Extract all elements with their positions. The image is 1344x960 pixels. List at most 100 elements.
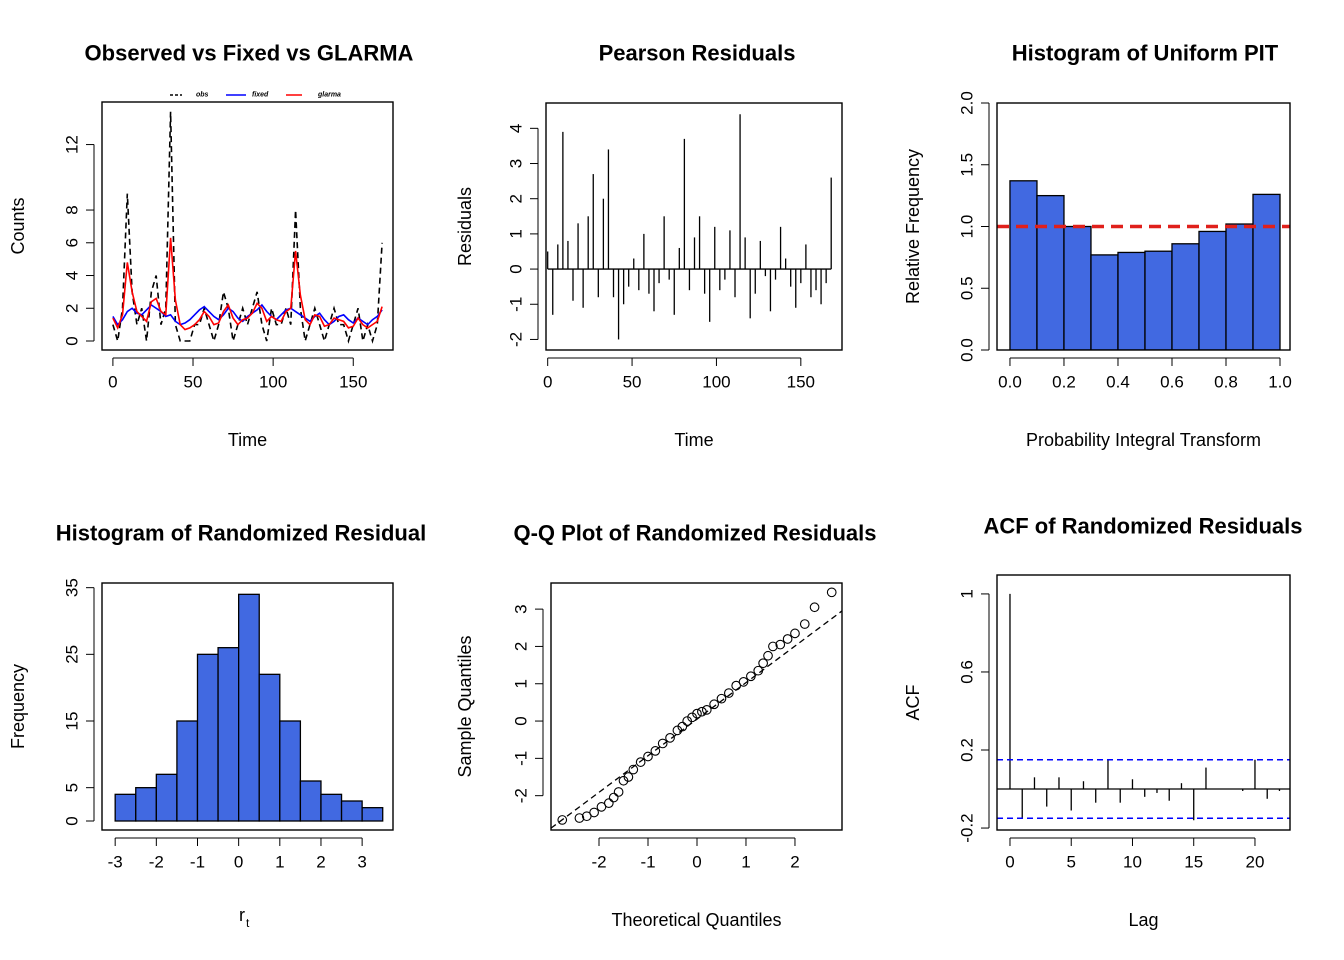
x-tick-label: -1 <box>640 853 655 872</box>
y-tick-label: 4 <box>63 271 82 280</box>
y-tick-label: 35 <box>63 578 82 597</box>
y-tick-label: 6 <box>63 238 82 247</box>
point <box>738 677 749 687</box>
point <box>589 807 599 818</box>
y-tick-label: 1 <box>958 589 977 598</box>
point <box>677 721 688 732</box>
x-axis-label: Lag <box>1128 910 1158 930</box>
point <box>790 628 800 639</box>
bar <box>238 593 260 822</box>
bar <box>1090 254 1119 350</box>
plot-area <box>114 593 384 822</box>
point <box>763 650 773 661</box>
x-tick-label: -3 <box>108 853 123 872</box>
point <box>623 772 634 782</box>
bar <box>176 720 199 822</box>
point <box>635 757 646 767</box>
bar <box>1225 223 1254 350</box>
point <box>758 658 768 669</box>
point <box>574 813 585 823</box>
chart-title: Histogram of Uniform PIT <box>1012 41 1279 66</box>
chart-title: Observed vs Fixed vs GLARMA <box>85 41 414 66</box>
point <box>657 738 668 749</box>
bar <box>196 653 219 822</box>
bar <box>1252 193 1281 350</box>
y-tick-label: 2 <box>512 642 531 651</box>
y-tick-label: 1.0 <box>958 215 977 239</box>
point <box>716 693 727 704</box>
bar <box>299 780 322 822</box>
y-tick-label: -1 <box>512 751 531 766</box>
x-tick-label: -2 <box>591 853 606 872</box>
x-tick-label: 0.0 <box>998 373 1022 392</box>
plot-frame <box>996 102 1291 351</box>
y-tick-label: -2 <box>507 332 526 347</box>
y-tick-label: -1 <box>507 297 526 312</box>
chart-title: Pearson Residuals <box>599 41 796 66</box>
y-tick-label: -0.2 <box>958 813 977 842</box>
x-tick-label: 0 <box>234 853 243 872</box>
x-tick-label: 1 <box>275 853 284 872</box>
panel: ACF of Randomized Residuals Lag ACF 0 5 10 15 2… <box>903 514 1303 931</box>
chart-title: ACF of Randomized Residuals <box>983 514 1302 539</box>
y-tick-label: 1.5 <box>958 153 977 177</box>
panel: Observed vs Fixed vs GLARMA Time Counts 0 50… <box>8 41 414 451</box>
bar <box>279 720 302 822</box>
bar <box>135 787 157 822</box>
y-axis-label: Frequency <box>8 664 28 749</box>
point <box>603 798 614 808</box>
x-tick-label: 0.8 <box>1214 373 1238 392</box>
x-axis-label: Probability Integral Transform <box>1026 430 1261 450</box>
x-tick-label: 2 <box>316 853 325 872</box>
bar <box>361 807 384 822</box>
point <box>650 746 661 756</box>
y-tick-label: 15 <box>63 712 82 731</box>
y-tick-label: 0 <box>63 816 82 825</box>
qq-line <box>551 610 842 829</box>
panel: Histogram of Uniform PIT Probability Inte… <box>903 41 1292 451</box>
point <box>723 688 734 698</box>
point <box>775 639 786 650</box>
bar <box>114 793 137 822</box>
x-tick-label: 0.6 <box>1160 373 1184 392</box>
plot-frame <box>996 574 1291 831</box>
x-tick-label: 0.2 <box>1052 373 1076 392</box>
chart-title: Q-Q Plot of Randomized Residuals <box>513 521 876 546</box>
bar <box>1063 225 1092 350</box>
point <box>613 787 624 797</box>
chart-title: Histogram of Randomized Residual <box>56 521 426 546</box>
bar <box>1144 250 1173 350</box>
series-line <box>112 237 383 331</box>
bar <box>1009 180 1038 350</box>
x-axis-label: Time <box>674 430 713 450</box>
x-tick-label: -2 <box>149 853 164 872</box>
point <box>692 708 702 719</box>
y-tick-label: 4 <box>507 124 526 133</box>
x-tick-label: 150 <box>339 373 367 392</box>
x-tick-label: 5 <box>1066 853 1075 872</box>
x-tick-label: 100 <box>259 373 287 392</box>
x-axis-label: Theoretical Quantiles <box>611 910 781 930</box>
y-axis-label: Relative Frequency <box>903 149 923 304</box>
point <box>826 587 837 598</box>
point <box>782 634 793 644</box>
y-tick-label: 8 <box>63 205 82 214</box>
plot-area <box>551 587 842 829</box>
point <box>799 619 810 629</box>
x-tick-label: -1 <box>190 853 205 872</box>
x-tick-label: 50 <box>184 373 203 392</box>
panel: Pearson Residuals Time Residuals 0 50 100 150 -… <box>455 41 843 450</box>
x-tick-label: 0.4 <box>1106 373 1130 392</box>
x-tick-label: 0 <box>692 853 701 872</box>
x-tick-label: 20 <box>1246 853 1265 872</box>
x-tick-label: 3 <box>357 853 366 872</box>
x-tick-label: 0 <box>108 373 117 392</box>
plot-area <box>997 180 1290 350</box>
y-tick-label: 0 <box>63 336 82 345</box>
x-tick-label: 2 <box>790 853 799 872</box>
plot-frame <box>545 102 843 351</box>
plot-area <box>547 114 832 340</box>
y-axis-label: Residuals <box>455 187 475 266</box>
bar <box>1117 251 1146 350</box>
